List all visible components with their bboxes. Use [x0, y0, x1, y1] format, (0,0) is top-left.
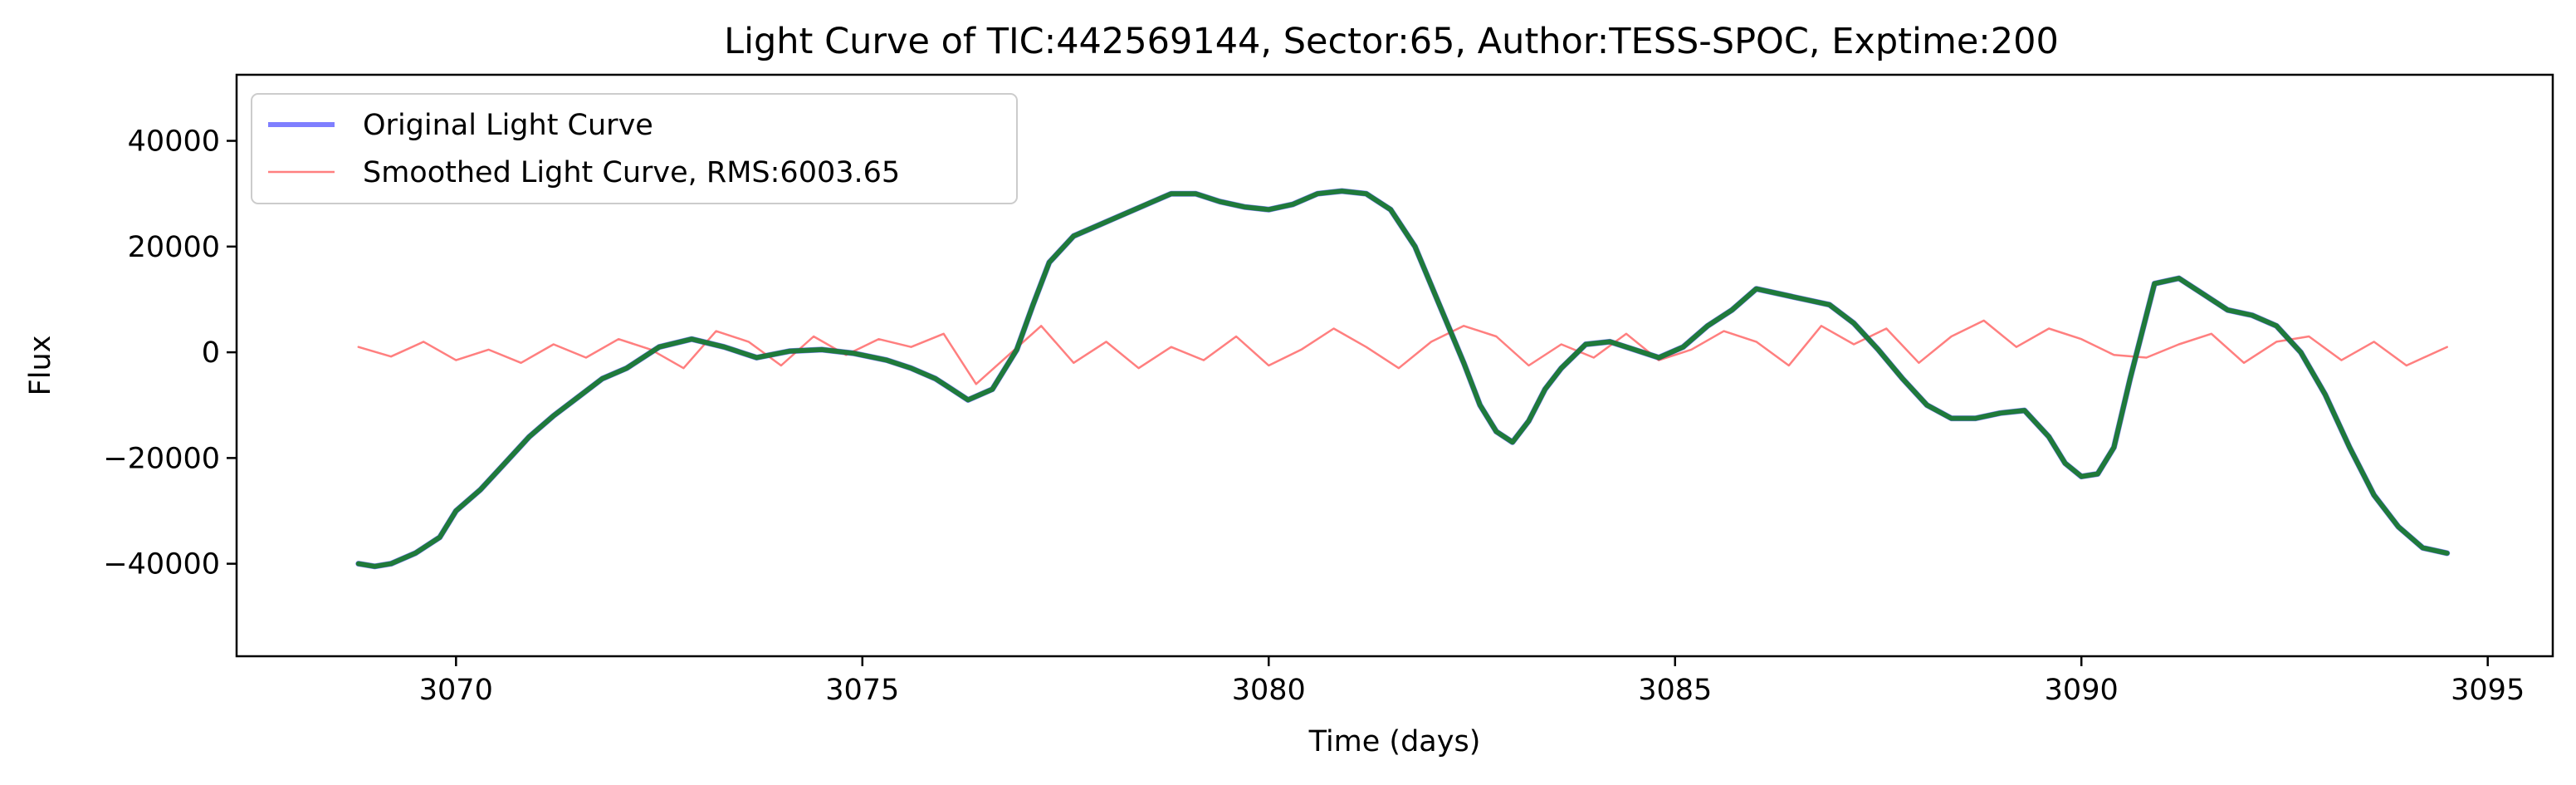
legend: Original Light Curve Smoothed Light Curv…: [251, 93, 1018, 204]
y-tick-label: −40000: [103, 548, 220, 581]
y-axis-label: Flux: [24, 336, 57, 396]
legend-box: [251, 93, 1018, 204]
y-tick-label: 0: [202, 336, 220, 370]
x-axis-label: Time (days): [1308, 725, 1481, 758]
x-tick-label: 3085: [1638, 674, 1712, 707]
x-tick-label: 3075: [825, 674, 899, 707]
y-tick-label: −20000: [103, 442, 220, 475]
series-layer: [355, 188, 2451, 570]
legend-label-original: Original Light Curve: [363, 109, 653, 142]
legend-label-smoothed: Smoothed Light Curve, RMS:6003.65: [363, 156, 900, 189]
x-tick-label: 3070: [419, 674, 493, 707]
x-tick-label: 3080: [1232, 674, 1306, 707]
plot-frame: [235, 73, 2554, 658]
chart-title: Light Curve of TIC:442569144, Sector:65,…: [724, 21, 2059, 62]
x-tick-label: 3095: [2451, 674, 2525, 707]
y-axis-ticks: −40000 −20000 0 20000 40000: [103, 125, 237, 581]
y-tick-label: 20000: [128, 231, 220, 264]
y-tick-label: 40000: [128, 125, 220, 159]
series-line-trend: [355, 189, 2450, 569]
x-axis-ticks: 3070 3075 3080 3085 3090 3095: [419, 656, 2525, 707]
x-tick-label: 3090: [2045, 674, 2119, 707]
